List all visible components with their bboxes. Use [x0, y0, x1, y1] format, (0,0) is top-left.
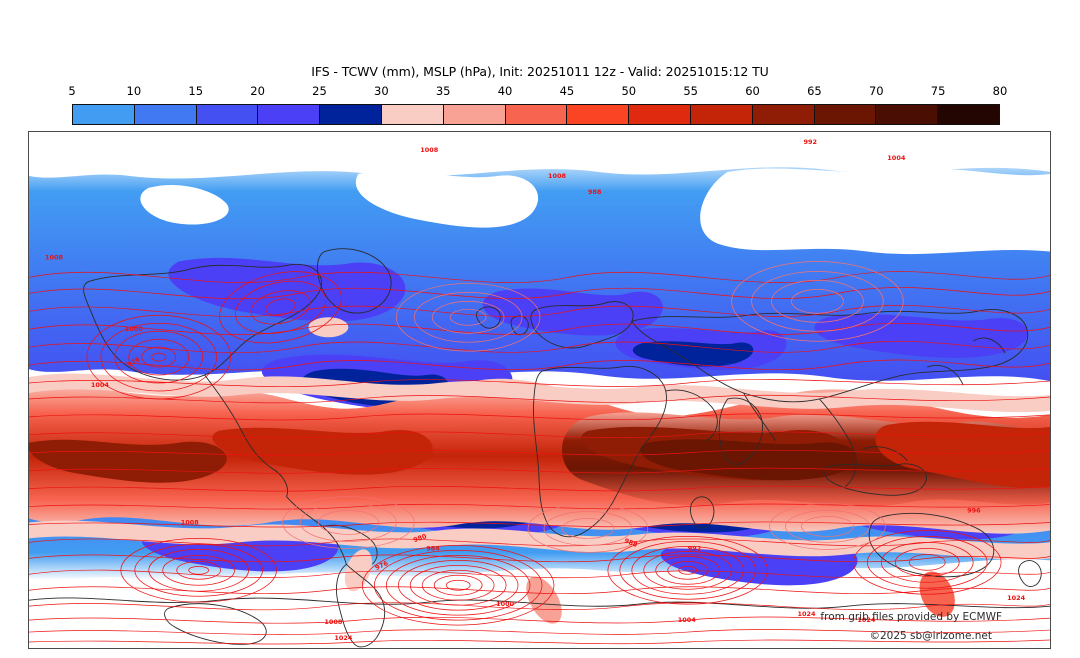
- colorbar-swatch: [876, 105, 939, 124]
- svg-text:1024: 1024: [1007, 594, 1026, 602]
- svg-text:988: 988: [588, 188, 602, 196]
- page-title: IFS - TCWV (mm), MSLP (hPa), Init: 20251…: [311, 64, 769, 79]
- colorbar-swatch: [505, 105, 568, 124]
- colorbar-tick-label: 50: [621, 84, 637, 98]
- colorbar-tick-label: 65: [807, 84, 822, 98]
- colorbar-tick-label: 60: [745, 84, 760, 98]
- colorbar-swatch: [73, 105, 135, 124]
- svg-text:1008: 1008: [45, 254, 64, 262]
- colorbar-swatch: [629, 105, 691, 124]
- colorbar-tick-label: 5: [68, 84, 76, 98]
- coastlines: [29, 248, 1050, 648]
- colorbar-swatch: [196, 105, 259, 124]
- svg-text:1004: 1004: [91, 381, 110, 389]
- credit-copyright: ©2025 sb@irizome.net: [869, 630, 992, 642]
- colorbar-tick-label: 30: [374, 84, 389, 98]
- colorbar-tick-labels: 5 10 15 20 25 30 35 40 45 50 55 60 65 70 75 80: [68, 84, 1007, 100]
- svg-text:1000: 1000: [496, 600, 515, 608]
- colorbar-tick-label: 20: [250, 84, 265, 98]
- colorbar-tick-label: 35: [435, 84, 451, 98]
- mslp-contour-labels: 1008 1008 992 1004 1008 976 1004 1008 98…: [45, 138, 1026, 642]
- svg-text:992: 992: [688, 544, 702, 552]
- colorbar-swatch: [134, 105, 197, 124]
- colorbar-swatch: [752, 105, 815, 124]
- svg-text:1024: 1024: [797, 610, 816, 618]
- svg-text:1008: 1008: [181, 518, 200, 526]
- colorbar-swatch: [258, 105, 321, 124]
- colorbar-swatch: [381, 105, 444, 124]
- colorbar-swatches: [72, 104, 1000, 125]
- svg-text:1008: 1008: [548, 172, 567, 180]
- svg-text:1024: 1024: [334, 634, 353, 642]
- colorbar-swatch: [320, 105, 382, 124]
- colorbar-swatch: [814, 105, 877, 124]
- colorbar-swatch: [690, 105, 753, 124]
- mslp-contours: [29, 261, 1050, 645]
- svg-text:996: 996: [967, 507, 981, 515]
- credit-source: from grib files provided by ECMWF: [820, 611, 1002, 623]
- colorbar-tick-label: 25: [312, 84, 327, 98]
- colorbar-swatch: [567, 105, 630, 124]
- svg-text:1008: 1008: [420, 146, 439, 154]
- colorbar-tick-label: 10: [126, 84, 142, 98]
- colorbar-tick-label: 70: [868, 84, 884, 98]
- colorbar-tick-label: 80: [992, 84, 1008, 98]
- svg-text:1000: 1000: [125, 325, 144, 333]
- colorbar-tick-label: 75: [930, 84, 946, 98]
- colorbar-swatch: [443, 105, 506, 124]
- svg-text:1008: 1008: [324, 618, 343, 626]
- colorbar-tick-label: 40: [497, 84, 513, 98]
- colorbar-tick-label: 55: [683, 84, 698, 98]
- colorbar-tick-label: 15: [188, 84, 204, 98]
- colorbar-swatch: [938, 105, 999, 124]
- map-plot-area: 1008 1008 992 1004 1008 976 1004 1008 98…: [28, 131, 1051, 649]
- svg-text:1004: 1004: [887, 154, 906, 162]
- svg-text:1004: 1004: [678, 616, 697, 624]
- colorbar: [72, 104, 1000, 125]
- colorbar-tick-label: 45: [559, 84, 575, 98]
- svg-text:984: 984: [426, 544, 440, 552]
- svg-text:1024: 1024: [857, 616, 876, 624]
- world-tcwv-mslp-map: 1008 1008 992 1004 1008 976 1004 1008 98…: [29, 132, 1050, 648]
- svg-text:992: 992: [803, 138, 817, 146]
